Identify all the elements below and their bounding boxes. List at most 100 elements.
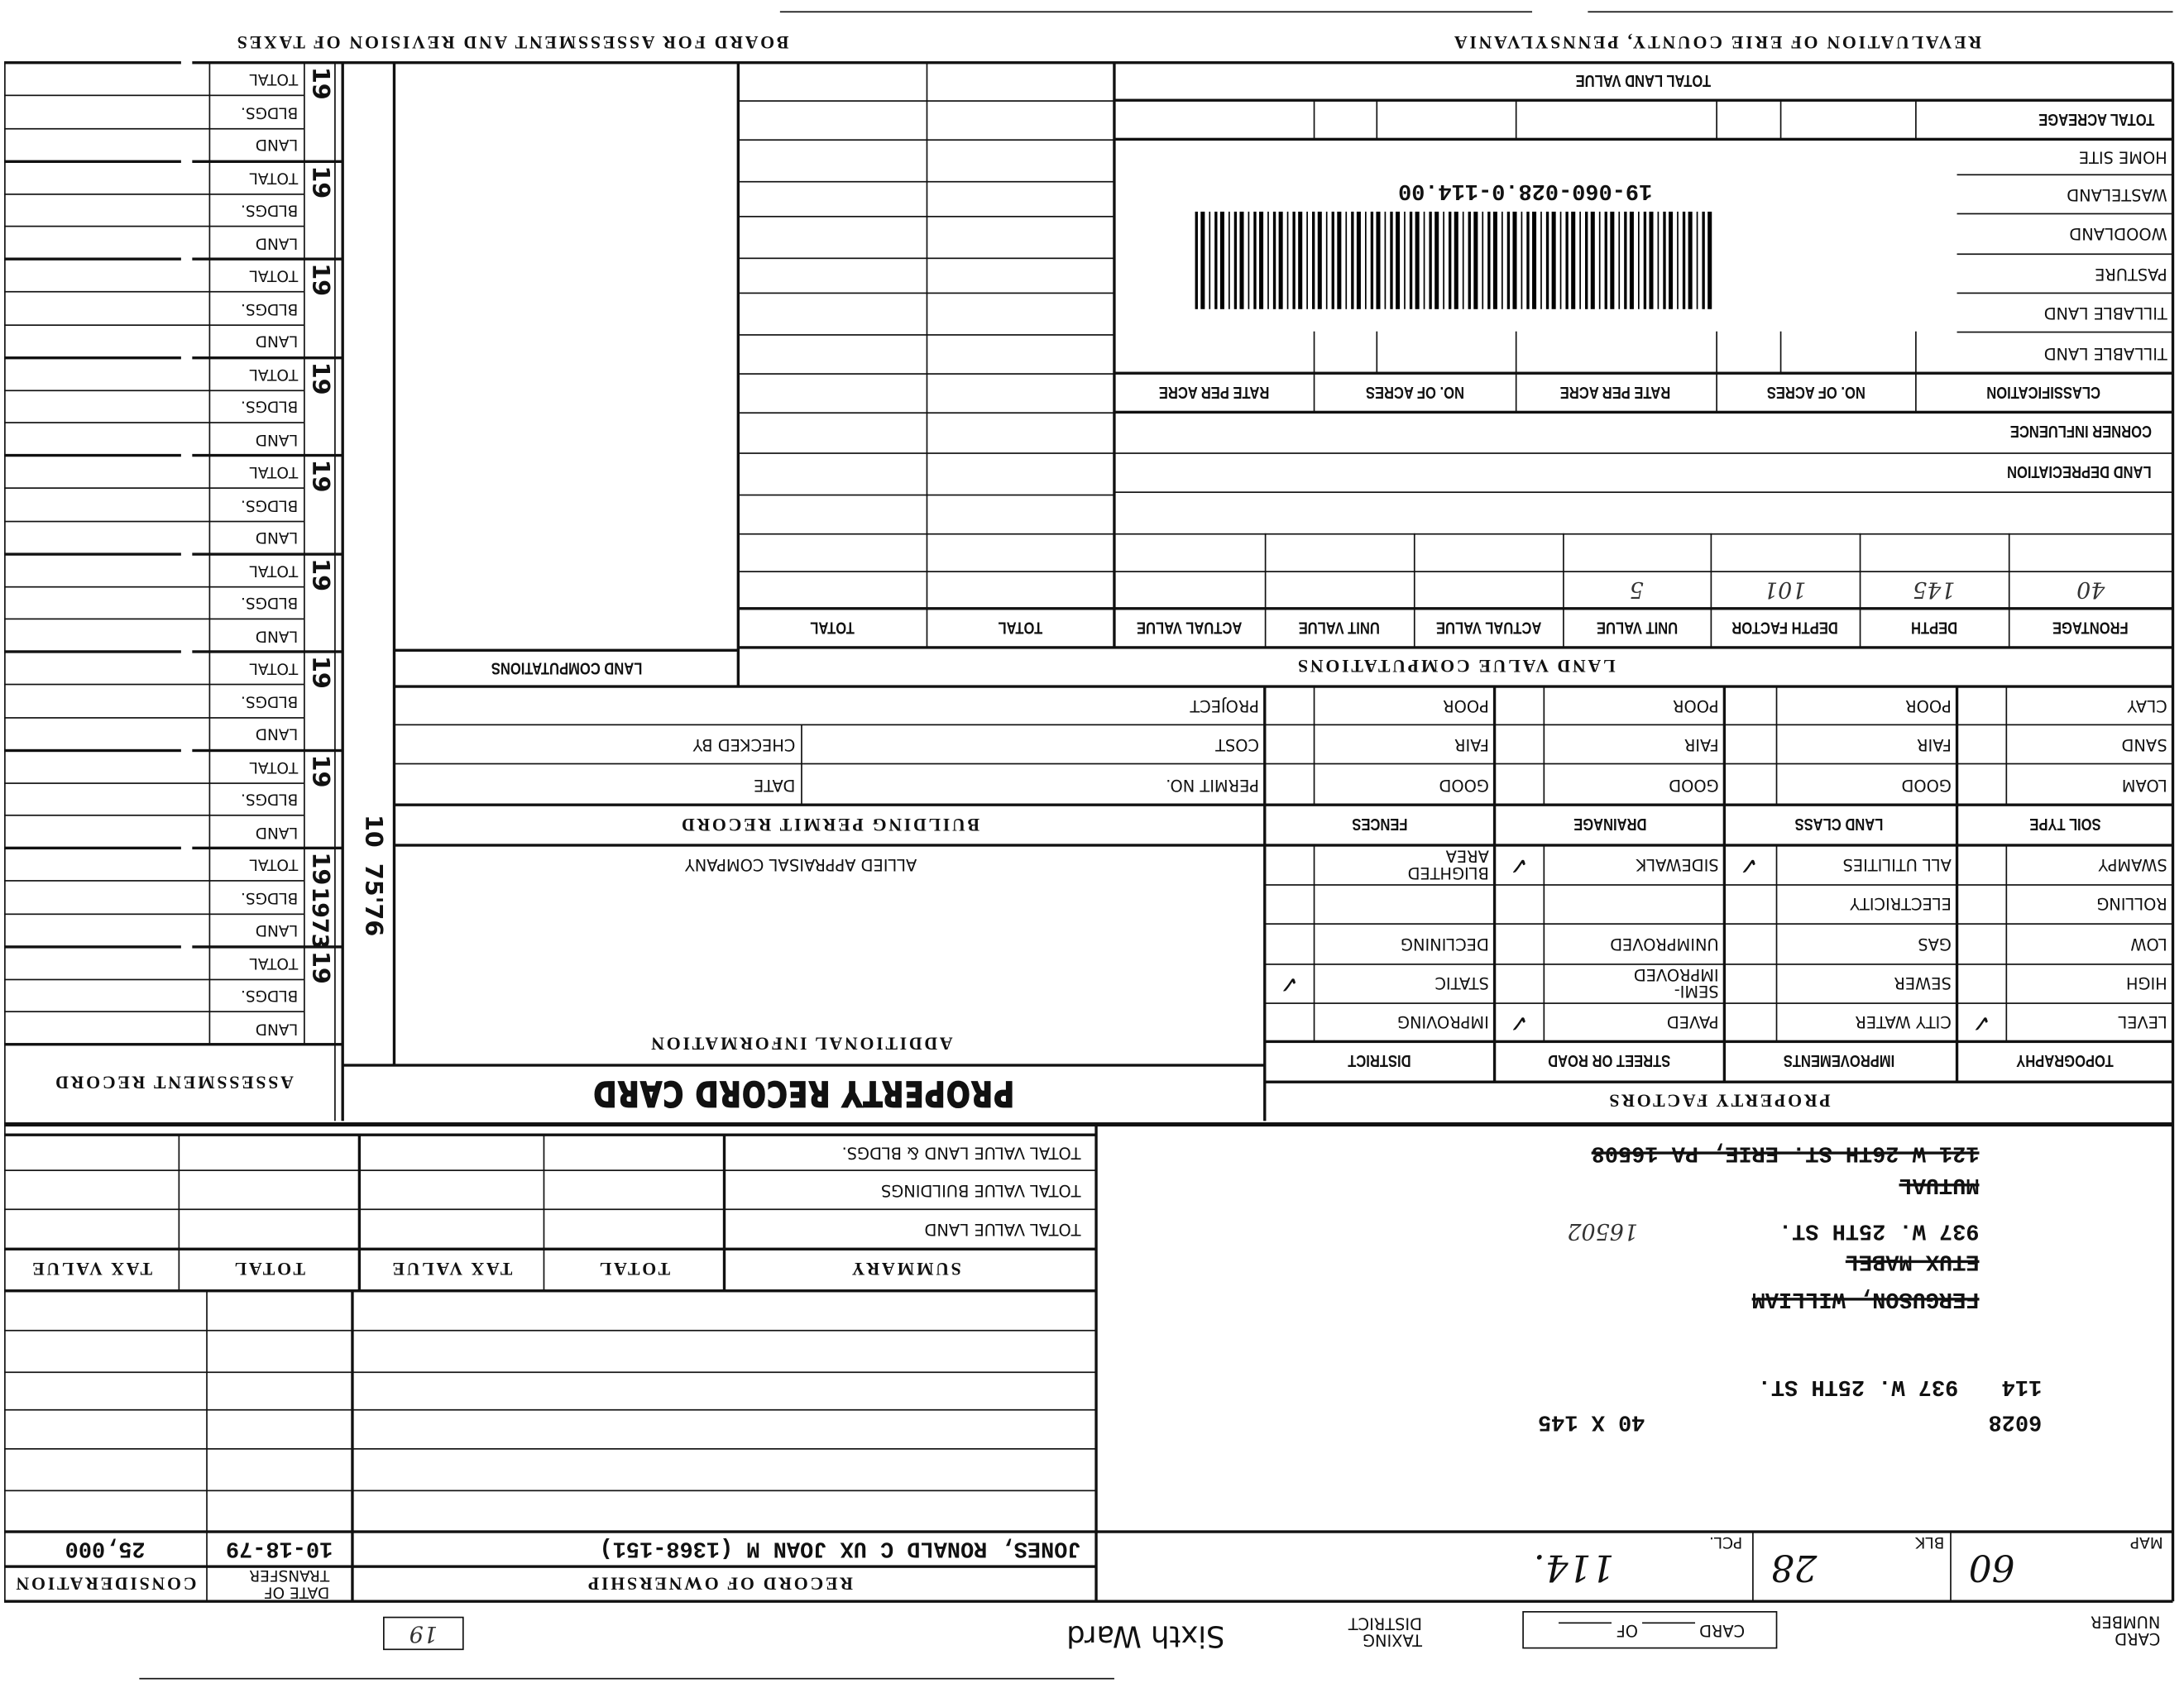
- rule-line: [192, 356, 343, 359]
- rule-line: [736, 62, 740, 687]
- assessment-row-label: LAND: [209, 521, 304, 554]
- factor-header: SOIL TYPE: [1957, 805, 2173, 845]
- assessment-row-label: TOTAL: [209, 652, 304, 685]
- rule-line: [4, 94, 304, 97]
- factor-option: DECLINING: [1314, 923, 1495, 964]
- barcode-bar: [1688, 211, 1693, 309]
- rule-line: [1113, 62, 1116, 648]
- rule-line: [1263, 686, 1267, 1121]
- property-factors-title: PROPERTY FACTORS: [1265, 1082, 2173, 1121]
- previous-owner: FERGUSON, WILLIAM: [1602, 1284, 1985, 1314]
- date-of-transfer-header: DATE OF TRANSFER: [206, 1566, 352, 1601]
- barcode-bar: [1707, 211, 1712, 309]
- barcode-bar: [1637, 211, 1640, 309]
- summary-header: SUMMARY: [725, 1249, 1087, 1291]
- assessment-row-label: BLDGS.: [209, 979, 304, 1012]
- summary-header-text: TAX VALUE: [30, 1259, 153, 1281]
- assessment-row-label: TOTAL: [209, 357, 304, 390]
- factor-option: ELECTRICITY: [1776, 884, 1957, 923]
- assessment-row-label: LAND: [209, 1011, 304, 1045]
- land-depreciation-label-text: LAND DEPRECIATION: [2007, 461, 2152, 482]
- rule-line: [4, 978, 304, 980]
- factor-header: IMPROVEMENTS: [1724, 1041, 1954, 1082]
- barcode-bar: [1682, 211, 1685, 309]
- rule-line: [4, 389, 304, 391]
- rule-line: [738, 256, 1114, 259]
- barcode-bar: [1468, 211, 1471, 309]
- computation-entry-text: 40: [2076, 576, 2105, 604]
- assessment-row-label-text: BLDGS.: [241, 397, 299, 416]
- rule-line: [4, 1565, 1097, 1568]
- computation-entry: 145: [1860, 571, 2009, 608]
- computation-header-text: UNIT VALUE: [1298, 618, 1380, 638]
- factor-option-text: LOAM: [2121, 775, 2167, 795]
- barcode-bar: [1618, 211, 1621, 309]
- computation-header: UNIT VALUE: [1563, 609, 1710, 648]
- pcl-value: 114.: [1497, 1536, 1650, 1599]
- factor-option: FAIR: [1314, 724, 1495, 763]
- computation-header-text: UNIT VALUE: [1596, 618, 1678, 638]
- assessment-row-label-text: BLDGS.: [241, 986, 299, 1005]
- rule-line: [4, 1447, 1097, 1449]
- rule-line: [4, 356, 181, 359]
- barcode-bar: [1585, 211, 1588, 309]
- rule-line: [1264, 922, 2173, 925]
- rule-line: [4, 1133, 1097, 1136]
- total-acreage-label: TOTAL ACREAGE: [1915, 100, 2172, 139]
- rule-line: [4, 61, 181, 65]
- rule-line: [1956, 291, 2173, 294]
- rule-line: [1312, 686, 1315, 806]
- barcode-bar: [1345, 211, 1348, 309]
- blk-value: 28: [1752, 1536, 1836, 1599]
- barcode-bar: [1657, 211, 1660, 309]
- map-value: 60: [1950, 1536, 2033, 1599]
- barcode-bar: [1209, 211, 1211, 309]
- barcode-bar: [1259, 211, 1264, 309]
- appraisal-company: ALLIED APPRAISAL COMPANY: [613, 849, 989, 877]
- barcode-bar: [1325, 211, 1329, 309]
- rule-line: [779, 10, 1533, 12]
- lot-number-text: 6028: [1988, 1408, 2043, 1435]
- rule-line: [1956, 330, 2173, 332]
- barcode-bar: [1409, 211, 1412, 309]
- rule-line: [738, 333, 1114, 335]
- barcode-bar: [1337, 211, 1342, 309]
- rule-line: [738, 533, 2173, 534]
- taxing-district-label: TAXING DISTRICT: [1281, 1611, 1428, 1653]
- assessment-row-label: BLDGS.: [209, 586, 304, 619]
- rule-line: [1914, 100, 1916, 140]
- transfer-date-text: 10-18-79: [225, 1536, 333, 1562]
- factor-header-text: IMPROVEMENTS: [1784, 1052, 1895, 1072]
- classification-header: NO. OF ACRES: [1314, 373, 1516, 412]
- factor-option-text: ALL UTILITIES: [1842, 854, 1952, 875]
- owner-name-text: JONES, RONALD C UX JOAN M (1368-151): [599, 1536, 1081, 1562]
- land-computations-title-text: LAND COMPUTATIONS: [491, 658, 642, 678]
- rule-line: [192, 650, 343, 653]
- rule-line: [4, 1207, 1097, 1210]
- classification-header: CLASSIFICATION: [1915, 373, 2172, 412]
- barcode-bar: [1669, 211, 1674, 309]
- barcode-bar: [1239, 211, 1244, 309]
- factor-header-text: DRAINAGE: [1573, 815, 1646, 835]
- rule-line: [4, 1329, 1097, 1331]
- factor-header-text: FENCES: [1352, 815, 1408, 835]
- barcode-bar: [1434, 211, 1439, 309]
- assessment-row-label: TOTAL: [209, 750, 304, 783]
- factor-header-text: SOIL TYPE: [2028, 815, 2101, 835]
- year-prefix-text: 19: [305, 67, 334, 100]
- year-prefix-text: 19: [305, 557, 334, 591]
- mailing-address-text: 937 W. 25TH ST.: [1778, 1218, 1980, 1244]
- checked-by-label: CHECKED BY: [394, 724, 801, 763]
- land-class-label: WASTELAND: [1957, 174, 2173, 213]
- assessment-row-label-text: BLDGS.: [241, 790, 299, 808]
- card-number-label-text: CARD NUMBER: [2091, 1612, 2161, 1649]
- assessment-row-label-text: TOTAL: [249, 757, 299, 776]
- year-prefix-text: 19: [305, 361, 334, 395]
- check-mark-icon: ✓: [1265, 964, 1314, 1002]
- summary-row-label: TOTAL VALUE LAND: [725, 1208, 1087, 1249]
- parcel-id: 19-060-028.0-114.00: [1310, 175, 1741, 206]
- barcode-bar: [1506, 211, 1510, 309]
- classification-header-text: NO. OF ACRES: [1365, 383, 1464, 403]
- rule-line: [1375, 100, 1377, 140]
- assessment-row-label-text: BLDGS.: [241, 299, 299, 318]
